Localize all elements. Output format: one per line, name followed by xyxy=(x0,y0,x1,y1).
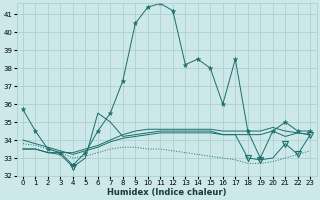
X-axis label: Humidex (Indice chaleur): Humidex (Indice chaleur) xyxy=(107,188,226,197)
